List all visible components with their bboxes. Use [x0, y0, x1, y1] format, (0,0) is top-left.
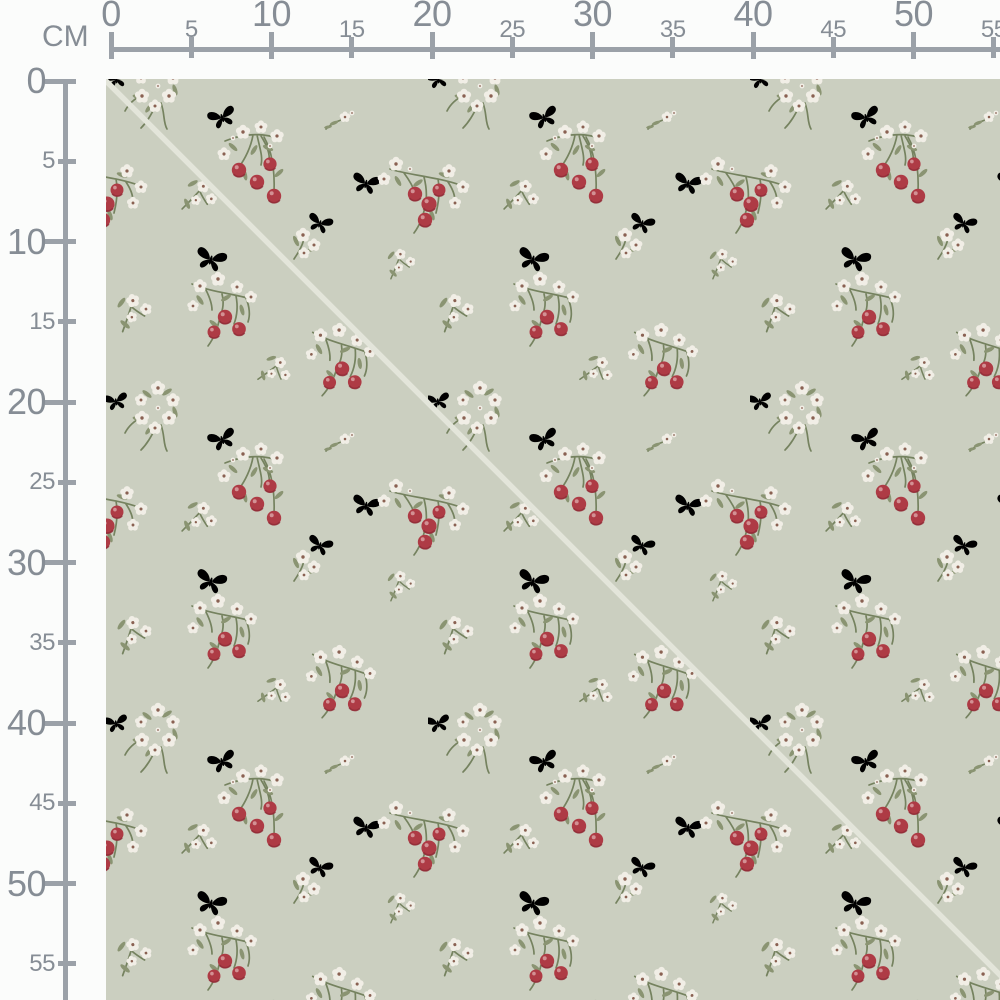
ruler-top: CM 0510152025303540455055 [0, 0, 1000, 79]
ruler-tick [58, 961, 76, 966]
ruler-tick-label: 15 [0, 310, 55, 334]
ruler-tick-label: 15 [339, 18, 365, 42]
ruler-tick [45, 881, 76, 886]
ruler-tick [751, 32, 756, 59]
ruler-tick [45, 560, 76, 565]
ruler-top-line [109, 47, 1000, 52]
fabric-measurement-view: CM 0510152025303540455055 05101520253035… [0, 0, 1000, 1000]
ruler-tick-label: 5 [185, 18, 198, 42]
ruler-tick-label: 40 [0, 705, 46, 741]
ruler-tick-label: 50 [0, 866, 46, 902]
ruler-tick [430, 32, 435, 59]
ruler-tick-label: 55 [981, 18, 1000, 42]
ruler-tick [590, 32, 595, 59]
ruler-tick [58, 159, 76, 164]
ruler-tick-label: 50 [894, 0, 933, 32]
ruler-tick [45, 400, 76, 405]
ruler-tick-label: 10 [0, 224, 46, 260]
ruler-tick-label: 30 [573, 0, 612, 32]
ruler-tick-label: 10 [252, 0, 291, 32]
ruler-tick-label: 20 [412, 0, 451, 32]
ruler-tick-label: 45 [0, 791, 55, 815]
ruler-tick-label: 0 [0, 63, 46, 99]
ruler-tick [911, 32, 916, 59]
ruler-tick-label: 45 [820, 18, 846, 42]
fabric-pattern-svg [106, 79, 1000, 1000]
ruler-tick-label: 30 [0, 545, 46, 581]
fabric-swatch[interactable] [106, 79, 1000, 1000]
ruler-tick-label: 20 [0, 384, 46, 420]
ruler-left: 0 5 10 15 20 25 30 35 40 45 50 55 [0, 0, 106, 1000]
ruler-tick [109, 32, 114, 59]
ruler-tick [58, 801, 76, 806]
ruler-tick-label: 25 [499, 18, 525, 42]
ruler-tick [269, 32, 274, 59]
ruler-tick [58, 319, 76, 324]
ruler-tick-label: 35 [660, 18, 686, 42]
ruler-tick [58, 640, 76, 645]
ruler-tick-label: 5 [0, 149, 55, 173]
ruler-tick [45, 721, 76, 726]
ruler-tick [45, 79, 76, 84]
ruler-tick-label: 35 [0, 631, 55, 655]
ruler-tick-label: 55 [0, 952, 55, 976]
ruler-tick-label: 40 [733, 0, 772, 32]
ruler-tick [58, 480, 76, 485]
ruler-left-line [63, 79, 68, 1000]
ruler-tick [45, 239, 76, 244]
ruler-tick-label: 25 [0, 470, 55, 494]
